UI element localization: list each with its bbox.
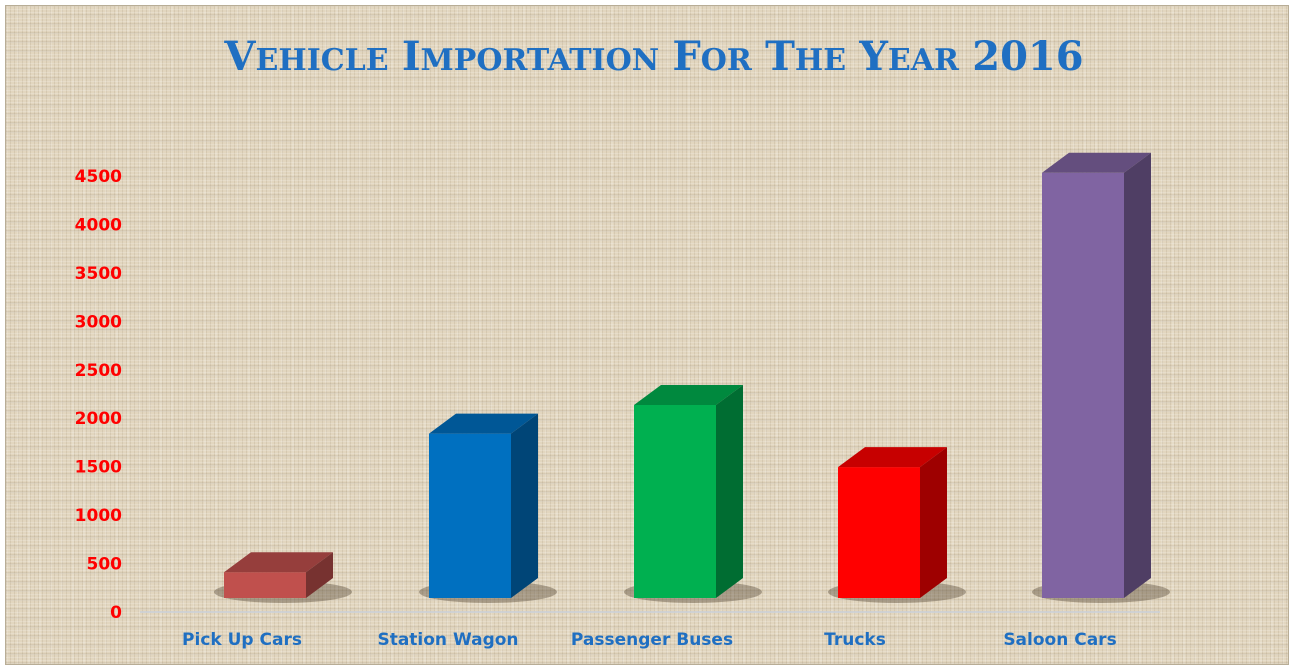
bar-front [838,467,920,598]
bar-side [306,552,333,598]
bar-top [1042,152,1151,173]
y-tick-label: 3000 [75,312,122,332]
bar-top [634,384,743,405]
bar [429,413,538,598]
y-tick-label: 0 [110,603,122,623]
chart-title: VEHICLE IMPORTATION FOR THE YEAR 2016 [223,33,1083,80]
y-tick-label: 500 [87,555,123,575]
bar-top [224,552,333,573]
bar-front [634,404,716,598]
y-axis-ticks: 0 500 1000 1500 2000 2500 3000 3500 4000 4500 [75,167,122,623]
bar [634,384,743,598]
y-tick-label: 3500 [75,264,122,284]
x-tick-label: Saloon Cars [1003,630,1116,650]
bar-side [1124,152,1151,598]
y-tick-label: 2000 [75,409,122,429]
x-tick-label: Trucks [824,630,886,650]
bar [224,552,333,598]
bar-top [429,413,538,434]
y-tick-label: 4000 [75,215,122,235]
bars [224,152,1151,598]
bar-front [429,433,511,598]
bar-top [838,447,947,468]
y-tick-label: 4500 [75,167,122,187]
x-axis-ticks: Pick Up Cars Station Wagon Passenger Buses… [182,630,1117,650]
bar [838,447,947,598]
x-tick-label: Passenger Buses [571,630,733,650]
y-tick-label: 1000 [75,506,122,526]
bar [1042,152,1151,598]
y-tick-label: 2500 [75,361,122,381]
bar-side [716,384,743,598]
y-tick-label: 1500 [75,458,122,478]
x-tick-label: Pick Up Cars [182,630,302,650]
bar-front [1042,172,1124,598]
x-tick-label: Station Wagon [377,630,518,650]
bar-side [920,447,947,598]
bar-front [224,572,306,598]
bar-side [511,413,538,598]
chart-title-text: VEHICLE IMPORTATION FOR THE YEAR 2016 [223,33,1083,80]
